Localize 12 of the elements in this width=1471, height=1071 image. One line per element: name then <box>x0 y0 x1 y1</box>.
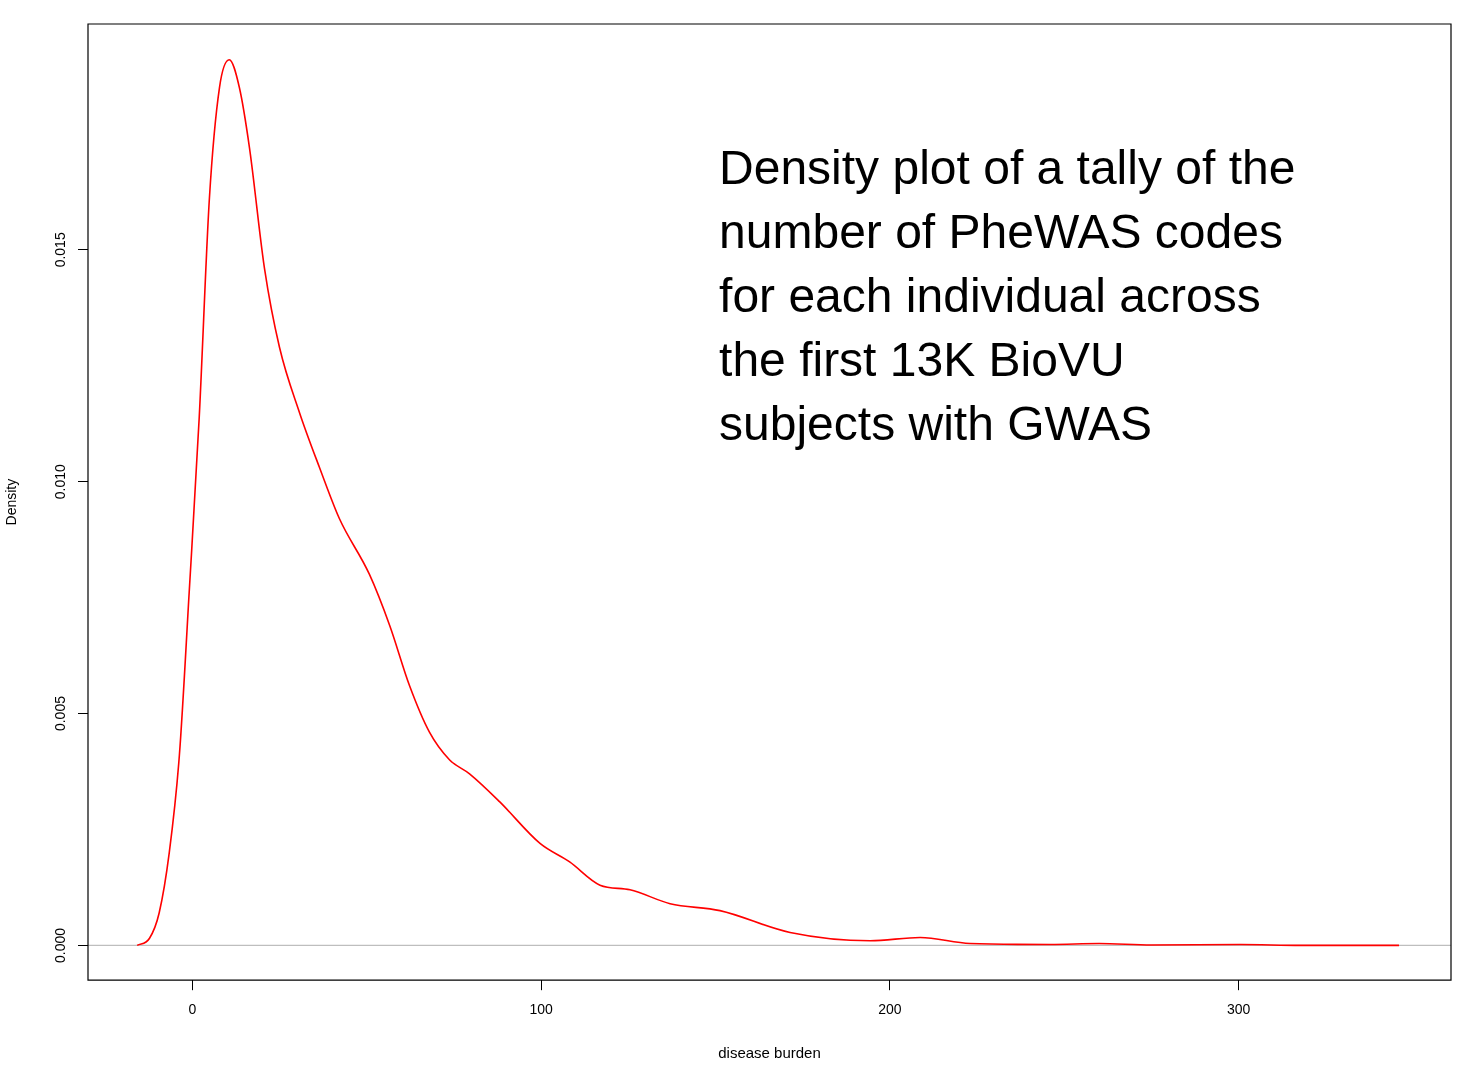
y-tick-label: 0.010 <box>51 463 68 500</box>
y-tick-label: 0.005 <box>51 695 68 732</box>
line-series <box>136 58 1400 947</box>
y-tick-label: 0.015 <box>51 232 68 268</box>
annotation: Density plot of a tally of the number of PheWAS codes for each individual across the first 13K BioVU subjects with GWAS <box>719 141 1296 450</box>
x-tick-label: 100 <box>529 1001 553 1018</box>
x-tick-label: 200 <box>878 1001 902 1018</box>
y-tick-label: 0.000 <box>51 927 68 963</box>
x-tick-label: 300 <box>1226 1001 1251 1018</box>
y-axis-title: Density <box>3 478 20 526</box>
x-tick-label: 0 <box>188 1001 197 1018</box>
x-axis-title: disease burden <box>718 1044 821 1062</box>
